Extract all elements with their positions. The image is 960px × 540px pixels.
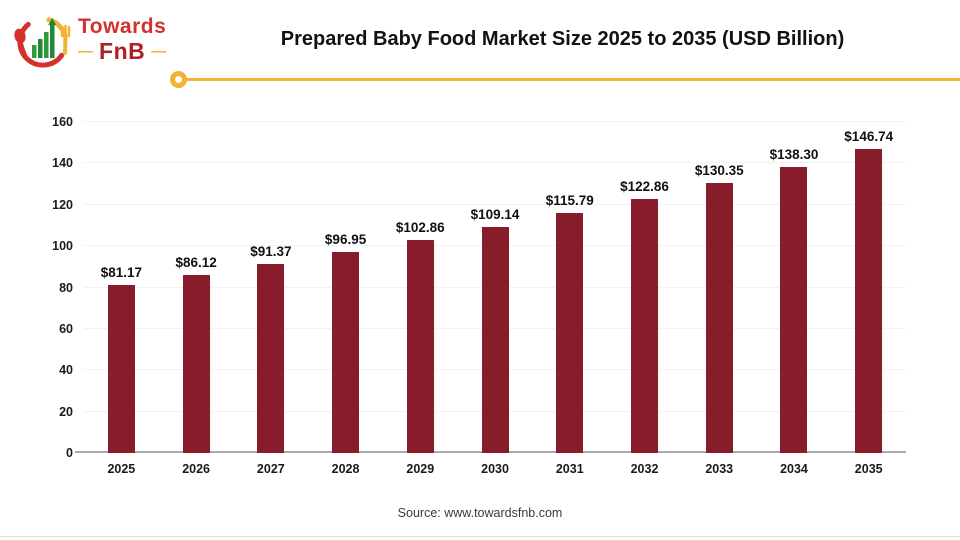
x-tick-label: 2025 bbox=[107, 462, 136, 476]
brand-dash-left: — bbox=[78, 42, 94, 60]
bar-column: $102.86 bbox=[383, 122, 458, 453]
brand-dash-right: — bbox=[151, 42, 167, 60]
x-tick-label: 2033 bbox=[705, 462, 734, 476]
y-tick-label: 160 bbox=[52, 115, 73, 129]
bar bbox=[631, 198, 658, 453]
bar bbox=[481, 227, 509, 453]
x-tick-label: 2031 bbox=[555, 462, 584, 476]
bar-column: $109.14 bbox=[458, 122, 533, 453]
bar-column: $146.74 bbox=[831, 122, 906, 453]
y-tick-label: 0 bbox=[66, 446, 73, 460]
bar-value-label: $102.86 bbox=[395, 220, 445, 236]
y-tick-label: 60 bbox=[59, 321, 73, 336]
x-tick-label: 2027 bbox=[256, 462, 285, 476]
bar-column: $130.35 bbox=[682, 122, 757, 453]
y-tick-label: 20 bbox=[59, 404, 73, 419]
gridline bbox=[84, 162, 906, 164]
bar-column: $91.37 bbox=[233, 122, 308, 453]
bar-value-label: $81.17 bbox=[100, 265, 143, 281]
bar-value-label: $146.74 bbox=[844, 129, 894, 145]
divider-line bbox=[187, 77, 960, 81]
bar-value-label: $138.30 bbox=[769, 146, 819, 162]
x-tick-label: 2032 bbox=[630, 462, 659, 476]
brand-fnb-row: — FnB — bbox=[78, 37, 167, 64]
brand-fnb: FnB bbox=[99, 37, 146, 64]
bar-value-label: $86.12 bbox=[175, 254, 217, 270]
bar-column: $122.86 bbox=[607, 122, 682, 453]
y-tick-label: 140 bbox=[52, 156, 73, 171]
x-axis-labels: 2025 2026 2027 2028 2029 2030 2031 2032 2033 2034… bbox=[84, 462, 906, 476]
bar bbox=[406, 240, 434, 453]
bar bbox=[107, 285, 135, 453]
plot-area: 0 20 40 60 80 100 120 140 160 $81.17 $86.12 $91.37 $… bbox=[52, 115, 906, 460]
bar-column: $138.30 bbox=[757, 122, 832, 453]
bar bbox=[780, 166, 808, 453]
brand-text: Towards — FnB — bbox=[78, 16, 166, 63]
bar-column: $96.95 bbox=[308, 122, 383, 453]
chart-title: Prepared Baby Food Market Size 2025 to 2… bbox=[280, 28, 845, 50]
bar-value-label: $91.37 bbox=[250, 243, 292, 259]
bar-column: $115.79 bbox=[532, 122, 607, 453]
x-tick-label: 2028 bbox=[331, 462, 360, 476]
x-tick-label: 2029 bbox=[406, 462, 435, 476]
bar-value-label: $130.35 bbox=[694, 163, 744, 179]
gridline bbox=[84, 203, 906, 205]
bar bbox=[257, 263, 285, 453]
x-tick-label: 2035 bbox=[854, 462, 883, 476]
accent-divider bbox=[170, 70, 960, 88]
bar-value-label: $109.14 bbox=[470, 207, 520, 223]
y-tick-label: 40 bbox=[59, 363, 73, 378]
bar bbox=[332, 252, 360, 453]
bar-value-label: $115.79 bbox=[545, 193, 594, 209]
bars-row: $81.17 $86.12 $91.37 $96.95 $102.86 $109.14 $1… bbox=[84, 122, 906, 453]
bar bbox=[855, 149, 883, 453]
x-tick-label: 2030 bbox=[481, 462, 509, 476]
x-tick-label: 2034 bbox=[780, 462, 808, 476]
x-tick-label: 2026 bbox=[182, 462, 210, 476]
y-tick-label: 120 bbox=[52, 197, 73, 212]
source-note: Source: www.towardsfnb.com bbox=[397, 506, 563, 520]
towardsfnb-logo: Towards — FnB — bbox=[12, 8, 166, 70]
bottom-edge-line bbox=[0, 536, 960, 537]
bar-value-label: $96.95 bbox=[324, 232, 367, 248]
bar bbox=[556, 213, 584, 453]
divider-ring-icon bbox=[170, 70, 187, 88]
brand-towards: Towards bbox=[78, 14, 167, 38]
gridline bbox=[84, 121, 906, 122]
y-tick-label: 100 bbox=[52, 239, 73, 254]
bar-column: $81.17 bbox=[84, 122, 159, 453]
logo-emblem-icon bbox=[14, 17, 71, 68]
bar bbox=[705, 183, 733, 453]
bar-column: $86.12 bbox=[159, 122, 234, 453]
y-tick-label: 80 bbox=[59, 280, 73, 295]
bar-value-label: $122.86 bbox=[620, 178, 669, 194]
bar bbox=[182, 274, 210, 453]
